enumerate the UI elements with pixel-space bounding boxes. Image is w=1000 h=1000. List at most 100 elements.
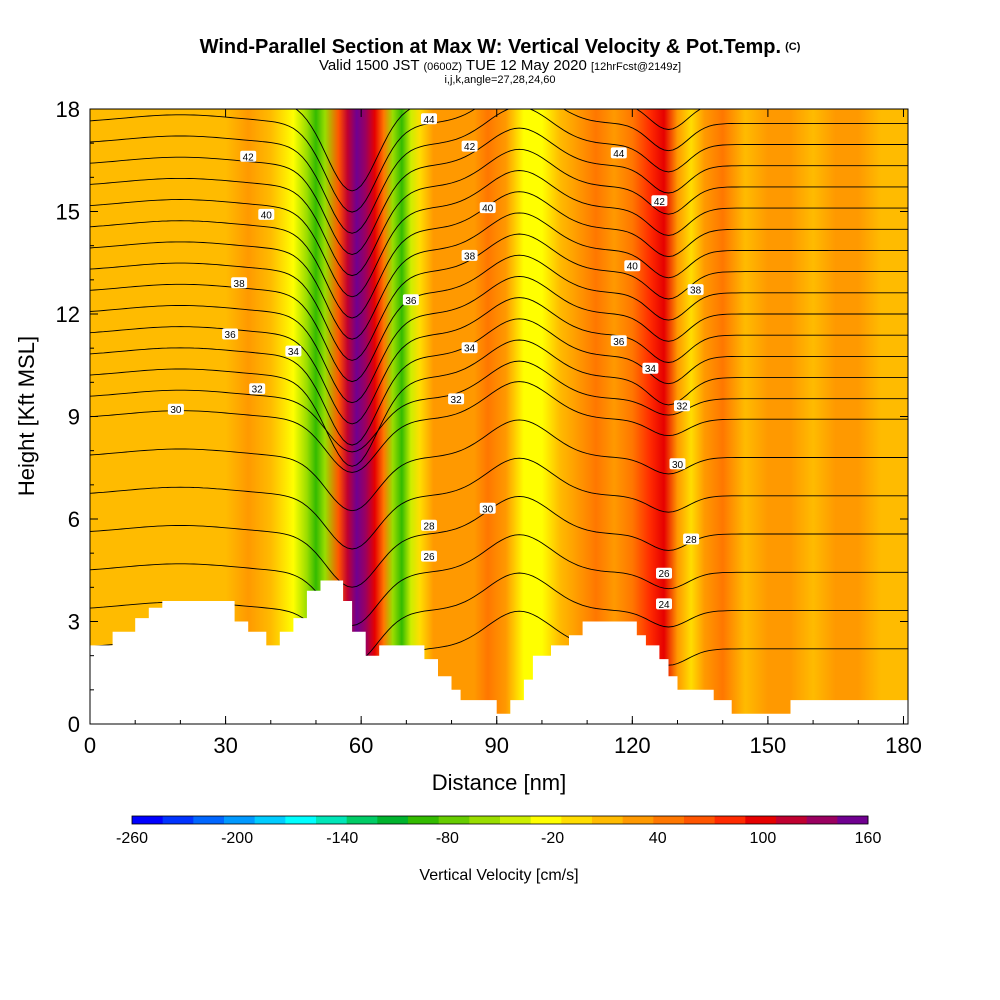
contour-label-text: 32 — [451, 395, 463, 406]
chart-subtitle: Valid 1500 JST (0600Z) TUE 12 May 2020 [… — [0, 58, 1000, 75]
contour-label-bg — [642, 362, 659, 374]
contour-label-bg — [656, 567, 672, 579]
colorbar-tick-label: 40 — [649, 830, 667, 847]
theta-contour-30 — [90, 381, 908, 473]
contour-label-bg — [249, 383, 266, 395]
contour-label: 32 — [674, 400, 690, 413]
contour-label-bg — [610, 147, 627, 159]
colorbar-swatch — [653, 816, 685, 824]
contour-label-bg — [421, 113, 437, 125]
colorbar-tick-label: -140 — [326, 830, 358, 847]
contour-label-text: 44 — [613, 149, 625, 160]
colorbar-swatch — [316, 816, 348, 824]
contour-label-text: 26 — [658, 569, 670, 580]
contour-label: 44 — [610, 147, 627, 160]
colorbar-tick-label: -260 — [116, 830, 148, 847]
contour-label: 36 — [610, 335, 627, 348]
valid-date-label: TUE 12 May 2020 — [465, 57, 587, 74]
contour-label: 34 — [285, 345, 302, 358]
contour-label-text: 26 — [423, 552, 435, 563]
colorbar-swatch — [377, 816, 409, 824]
contour-label: 42 — [651, 195, 668, 208]
x-axis-title: Distance [nm] — [432, 770, 567, 795]
contour-label: 42 — [240, 150, 257, 163]
y-tick-label: 18 — [56, 97, 80, 122]
contour-label: 26 — [656, 567, 672, 580]
contour-label-text: 40 — [482, 204, 494, 215]
colorbar-swatch — [622, 816, 654, 824]
contour-label: 32 — [448, 393, 465, 406]
contour-label-text: 38 — [234, 279, 246, 290]
utc-time-label: (0600Z) — [423, 61, 462, 73]
contour-label-bg — [656, 598, 672, 610]
contour-label-text: 30 — [672, 460, 684, 471]
theta-contour-26 — [90, 534, 908, 626]
theta-contour-42 — [90, 127, 908, 255]
x-tick-label: 60 — [349, 733, 373, 758]
theta-contour-29 — [90, 419, 908, 512]
x-tick-label: 30 — [213, 733, 237, 758]
contour-label: 32 — [249, 383, 266, 396]
colorbar-swatch — [500, 816, 532, 824]
contour-label-bg — [479, 202, 496, 214]
colorbar-swatch — [193, 816, 225, 824]
colorbar-swatch — [285, 816, 317, 824]
theta-contour-28 — [90, 457, 908, 550]
contour-label-bg — [610, 335, 627, 347]
contour-label: 28 — [683, 533, 700, 546]
colorbar-swatch — [132, 816, 164, 824]
theta-contour-36 — [90, 254, 908, 383]
theta-contour-40 — [90, 170, 908, 298]
y-tick-label: 6 — [68, 507, 80, 532]
contour-labels: 44 44 42 42 42 40 40 40 38 38 38 36 36 36 34 34 34 32 32 32… — [167, 113, 704, 611]
contour-label-bg — [167, 403, 184, 415]
x-tick-label: 150 — [750, 733, 787, 758]
contour-label: 34 — [642, 362, 659, 375]
valid-time-label: Valid 1500 JST — [318, 57, 420, 74]
colorbar-title: Vertical Velocity [cm/s] — [419, 867, 578, 884]
colorbar-swatch — [162, 816, 194, 824]
colorbar-swatch — [684, 816, 716, 824]
contour-label: 42 — [461, 140, 478, 153]
colorbar-swatch — [714, 816, 746, 824]
contour-label-text: 44 — [423, 115, 435, 126]
contour-label-text: 38 — [690, 286, 702, 297]
y-axis-title: Height [Kft MSL] — [14, 336, 39, 496]
contour-label: 44 — [421, 113, 437, 126]
contour-label-text: 42 — [654, 197, 666, 208]
contour-label-text: 34 — [288, 347, 300, 358]
contour-label-bg — [674, 400, 690, 412]
contour-label-bg — [222, 328, 239, 340]
colorbar-swatch — [530, 816, 562, 824]
contour-label-text: 36 — [613, 337, 625, 348]
colorbar-swatch — [806, 816, 838, 824]
contour-label-bg — [421, 519, 437, 531]
theta-contour-43 — [90, 109, 908, 234]
contour-label: 40 — [479, 202, 496, 215]
chart-title-text: Wind-Parallel Section at Max W: Vertical… — [199, 36, 782, 58]
contour-label-bg — [479, 502, 496, 514]
contour-label-bg — [231, 277, 248, 289]
contour-label-text: 24 — [658, 600, 670, 611]
contour-label-text: 28 — [423, 521, 435, 532]
theta-contour-41 — [90, 148, 908, 277]
contour-label-text: 42 — [464, 142, 476, 153]
contour-label-text: 42 — [243, 152, 255, 163]
colorbar-tick-label: 160 — [855, 830, 882, 847]
colorbar-tick-label: -20 — [541, 830, 564, 847]
colorbar: -260 -200 -140 -80 -20 40 100 160 — [116, 815, 882, 847]
contour-label-bg — [402, 294, 419, 306]
x-tick-label: 0 — [84, 733, 96, 758]
contour-label-bg — [448, 393, 465, 405]
theta-contour-38 — [90, 212, 908, 340]
y-tick-label: 12 — [56, 302, 80, 327]
theta-contour-44 — [90, 109, 908, 213]
x-axis: 0 30 60 90 120 150 180 — [84, 109, 922, 758]
contour-label-bg — [421, 550, 437, 562]
theta-contour-37 — [90, 233, 908, 361]
colorbar-swatch — [561, 816, 593, 824]
chart-title: Wind-Parallel Section at Max W: Vertical… — [0, 36, 1000, 58]
plot-area: 44 44 42 42 42 40 40 40 38 38 38 36 36 36 34 34 34 32 32 32… — [90, 109, 908, 724]
